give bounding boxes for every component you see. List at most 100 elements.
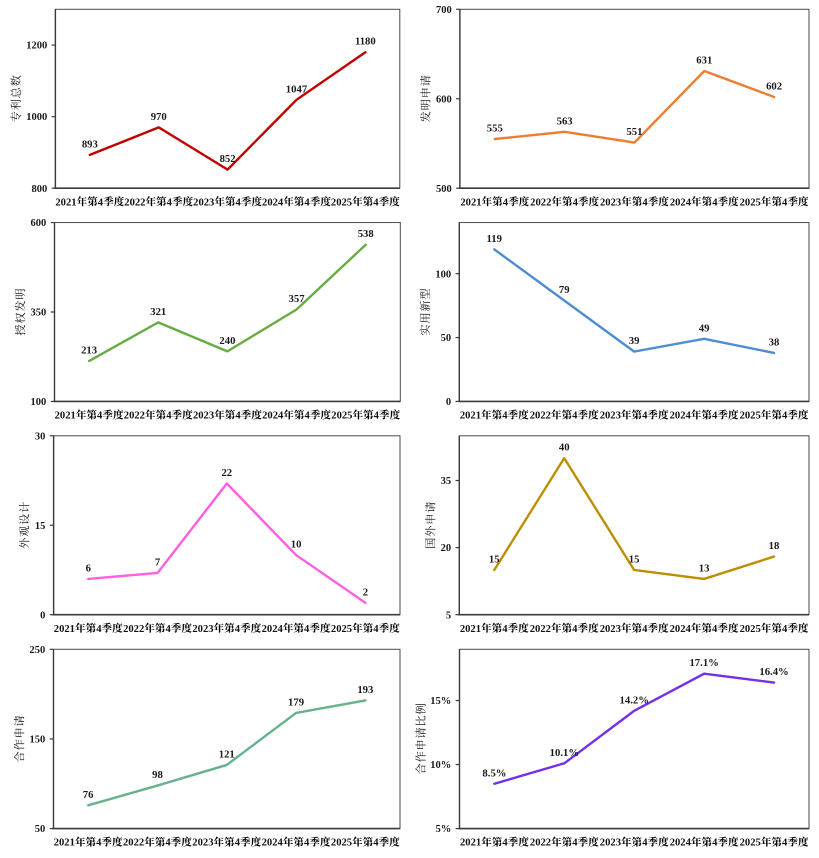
svg-text:100: 100 — [31, 397, 47, 408]
svg-text:4: 4 — [712, 411, 718, 422]
svg-text:2022: 2022 — [530, 838, 551, 849]
svg-text:18: 18 — [769, 540, 780, 552]
svg-text:2022: 2022 — [530, 197, 551, 208]
svg-text:119: 119 — [487, 233, 502, 245]
svg-text:4: 4 — [503, 197, 509, 208]
svg-text:4: 4 — [236, 197, 242, 208]
svg-text:700: 700 — [436, 5, 452, 16]
svg-text:2023: 2023 — [193, 411, 214, 422]
svg-text:5: 5 — [446, 610, 451, 621]
svg-text:357: 357 — [289, 293, 306, 305]
svg-text:0: 0 — [40, 610, 45, 621]
svg-text:2024: 2024 — [262, 624, 284, 635]
svg-text:4: 4 — [304, 197, 310, 208]
svg-text:2024: 2024 — [262, 411, 284, 422]
svg-text:4: 4 — [98, 197, 104, 208]
svg-text:6: 6 — [86, 562, 92, 574]
svg-text:193: 193 — [357, 684, 373, 696]
svg-text:4: 4 — [573, 197, 579, 208]
svg-text:2025: 2025 — [331, 838, 352, 849]
svg-text:800: 800 — [31, 184, 47, 195]
svg-text:79: 79 — [559, 284, 570, 296]
svg-text:4: 4 — [782, 411, 788, 422]
svg-text:4: 4 — [642, 197, 648, 208]
svg-text:2024: 2024 — [670, 411, 692, 422]
svg-text:2023: 2023 — [192, 838, 213, 849]
svg-text:2022: 2022 — [124, 197, 145, 208]
svg-text:4: 4 — [572, 411, 578, 422]
svg-text:2025: 2025 — [331, 411, 352, 422]
svg-text:4: 4 — [96, 624, 102, 635]
svg-text:4: 4 — [165, 838, 171, 849]
svg-text:240: 240 — [219, 335, 235, 347]
svg-text:4: 4 — [782, 197, 788, 208]
svg-text:16.4%: 16.4% — [759, 666, 788, 678]
svg-text:893: 893 — [82, 138, 98, 150]
svg-text:4: 4 — [642, 411, 648, 422]
svg-text:15: 15 — [629, 553, 640, 565]
svg-text:2023: 2023 — [600, 838, 621, 849]
svg-text:14.2%: 14.2% — [620, 694, 649, 706]
svg-text:4: 4 — [373, 197, 379, 208]
svg-text:350: 350 — [31, 308, 47, 319]
svg-text:563: 563 — [557, 115, 573, 127]
svg-text:213: 213 — [81, 345, 97, 357]
svg-text:4: 4 — [165, 624, 171, 635]
svg-text:4: 4 — [166, 411, 172, 422]
svg-text:150: 150 — [30, 735, 46, 746]
svg-text:4: 4 — [782, 838, 788, 849]
svg-text:4: 4 — [642, 624, 648, 635]
svg-text:4: 4 — [96, 838, 102, 849]
svg-text:50: 50 — [441, 333, 452, 344]
svg-text:4: 4 — [572, 624, 578, 635]
svg-text:2023: 2023 — [192, 624, 213, 635]
svg-text:2021: 2021 — [54, 624, 75, 635]
svg-text:538: 538 — [358, 228, 374, 240]
svg-text:600: 600 — [436, 94, 452, 105]
svg-text:600: 600 — [31, 218, 47, 229]
svg-text:2024: 2024 — [262, 197, 284, 208]
svg-text:2025: 2025 — [740, 197, 761, 208]
svg-text:2: 2 — [363, 586, 368, 598]
svg-text:2024: 2024 — [262, 838, 284, 849]
svg-text:2023: 2023 — [600, 197, 621, 208]
svg-text:2022: 2022 — [123, 624, 144, 635]
svg-text:7: 7 — [155, 556, 161, 568]
svg-text:8.5%: 8.5% — [482, 767, 506, 779]
svg-text:2025: 2025 — [740, 411, 761, 422]
svg-text:4: 4 — [712, 838, 718, 849]
svg-text:40: 40 — [559, 442, 570, 454]
svg-text:2025: 2025 — [740, 624, 761, 635]
svg-text:4: 4 — [235, 838, 241, 849]
svg-text:1047: 1047 — [286, 83, 308, 95]
svg-text:38: 38 — [769, 336, 780, 348]
svg-text:2025: 2025 — [331, 197, 352, 208]
svg-text:2023: 2023 — [193, 197, 214, 208]
svg-text:2023: 2023 — [600, 411, 621, 422]
svg-text:4: 4 — [373, 624, 379, 635]
svg-text:852: 852 — [220, 153, 236, 165]
svg-text:321: 321 — [150, 306, 166, 318]
svg-text:4: 4 — [782, 624, 788, 635]
svg-text:20: 20 — [441, 543, 452, 554]
svg-text:179: 179 — [288, 696, 304, 708]
svg-text:10: 10 — [291, 539, 302, 551]
svg-text:1180: 1180 — [355, 36, 376, 48]
svg-text:17.1%: 17.1% — [689, 657, 718, 669]
svg-text:4: 4 — [305, 411, 311, 422]
svg-text:2022: 2022 — [530, 411, 551, 422]
svg-text:4: 4 — [712, 624, 718, 635]
svg-text:2021: 2021 — [460, 838, 481, 849]
svg-text:555: 555 — [487, 123, 503, 135]
svg-text:2021: 2021 — [460, 197, 481, 208]
svg-text:631: 631 — [696, 55, 712, 67]
svg-text:4: 4 — [304, 838, 310, 849]
svg-text:121: 121 — [219, 748, 235, 760]
svg-text:2021: 2021 — [55, 197, 76, 208]
svg-text:4: 4 — [374, 411, 380, 422]
svg-text:2021: 2021 — [460, 624, 481, 635]
svg-text:500: 500 — [436, 184, 452, 195]
svg-text:10%: 10% — [430, 760, 451, 771]
svg-text:2023: 2023 — [600, 624, 621, 635]
svg-text:15%: 15% — [430, 696, 451, 707]
